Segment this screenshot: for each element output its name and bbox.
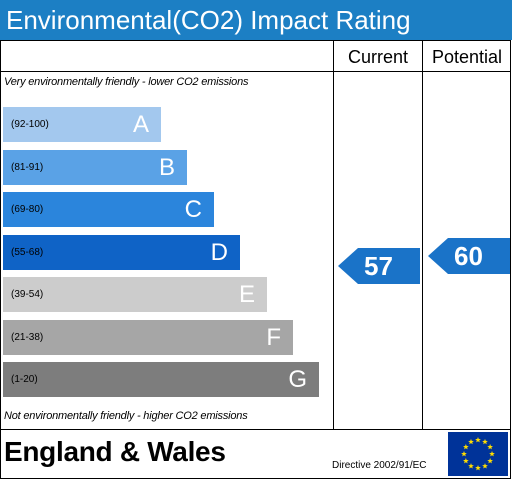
band-range-label: (69-80) bbox=[11, 204, 44, 215]
eu-star-icon bbox=[463, 444, 469, 450]
current-column-header: Current bbox=[347, 47, 409, 67]
current-rating-arrow: 57 bbox=[338, 248, 420, 284]
region-title: England & Wales bbox=[4, 436, 226, 467]
eu-star-icon bbox=[482, 463, 488, 469]
rating-band-c: (69-80) C bbox=[3, 192, 214, 227]
rating-band-b: (81-91) B bbox=[3, 150, 187, 185]
band-range-label: (81-91) bbox=[11, 162, 44, 173]
bottom-note: Not environmentally friendly - higher CO… bbox=[4, 410, 248, 422]
potential-arrow-shape bbox=[428, 238, 510, 274]
current-rating-value: 57 bbox=[364, 251, 393, 281]
eu-star-icon bbox=[487, 444, 493, 450]
band-letter: F bbox=[266, 324, 281, 351]
column-divider-current bbox=[333, 40, 334, 430]
band-letter: A bbox=[132, 111, 149, 138]
rating-band-a: (92-100) A bbox=[3, 107, 161, 142]
rating-band-d: (55-68) D bbox=[3, 235, 240, 270]
footer-divider bbox=[0, 429, 511, 430]
rating-band-f: (21-38) F bbox=[3, 320, 293, 355]
band-letter: C bbox=[184, 196, 202, 223]
rating-frame bbox=[0, 40, 511, 479]
rating-band-e: (39-54) E bbox=[3, 277, 267, 312]
header-row-divider bbox=[0, 71, 511, 72]
rating-band-g: (1-20) G bbox=[3, 362, 319, 397]
band-letter: D bbox=[210, 239, 228, 266]
rating-title: Environmental(CO2) Impact Rating bbox=[0, 0, 512, 40]
current-arrow-shape bbox=[338, 248, 420, 284]
eu-star-icon bbox=[487, 458, 493, 464]
band-range-label: (92-100) bbox=[11, 119, 49, 130]
band-letter: B bbox=[158, 154, 175, 181]
eu-star-icon bbox=[461, 451, 467, 457]
eu-flag-icon bbox=[448, 432, 508, 476]
eu-star-icon bbox=[475, 465, 481, 471]
band-letter: G bbox=[288, 366, 307, 393]
eu-star-icon bbox=[468, 463, 474, 469]
eu-star-icon bbox=[482, 438, 488, 445]
eu-star-icon bbox=[463, 458, 469, 464]
band-letter: E bbox=[238, 281, 255, 308]
directive-label: Directive 2002/91/EC bbox=[332, 460, 427, 471]
eu-star-icon bbox=[468, 438, 474, 445]
band-range-label: (39-54) bbox=[11, 289, 44, 300]
top-note: Very environmentally friendly - lower CO… bbox=[4, 76, 249, 88]
eu-star-icon bbox=[475, 437, 481, 443]
potential-rating-value: 60 bbox=[454, 241, 483, 271]
column-divider-potential bbox=[422, 40, 423, 430]
band-range-label: (1-20) bbox=[11, 374, 38, 385]
band-range-label: (55-68) bbox=[11, 247, 44, 258]
band-range-label: (21-38) bbox=[11, 332, 44, 343]
eu-star-icon bbox=[489, 451, 495, 457]
potential-column-header: Potential bbox=[431, 47, 503, 67]
potential-rating-arrow: 60 bbox=[428, 238, 510, 274]
